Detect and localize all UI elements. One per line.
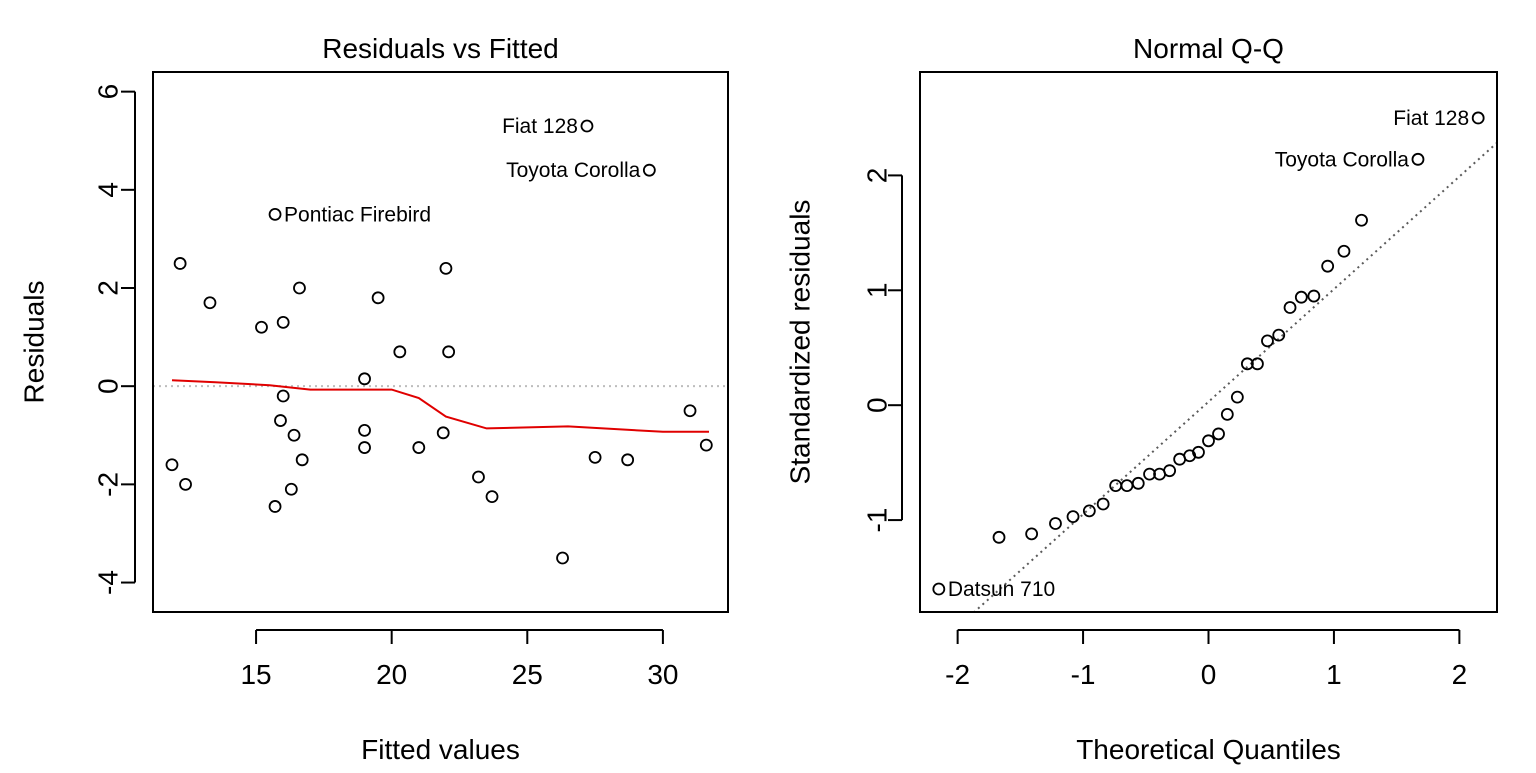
point-annotation: Datsun 710 xyxy=(948,578,1055,601)
x-axis-label: Fitted values xyxy=(361,734,520,765)
data-point xyxy=(165,458,179,472)
point-annotation: Fiat 128 xyxy=(502,115,578,138)
x-tick-label: 25 xyxy=(512,659,543,690)
data-point xyxy=(393,345,407,359)
x-tick-label: -2 xyxy=(945,659,970,690)
y-tick-label: 6 xyxy=(93,84,124,100)
data-point xyxy=(1294,290,1308,304)
data-point xyxy=(1025,527,1039,541)
data-point xyxy=(274,414,287,427)
y-tick-label: -1 xyxy=(862,508,893,533)
x-axis-label: Theoretical Quantiles xyxy=(1076,734,1341,765)
data-point xyxy=(358,372,371,386)
x-tick-label: 2 xyxy=(1452,659,1468,690)
y-tick-label: -2 xyxy=(93,472,124,497)
data-point xyxy=(436,426,450,440)
x-tick-label: 0 xyxy=(1201,659,1217,690)
plot-frame xyxy=(152,71,729,613)
y-tick-label: 2 xyxy=(862,168,893,184)
y-tick-label: 0 xyxy=(93,378,124,394)
point-annotation: Toyota Corolla xyxy=(506,159,641,182)
y-tick-label: 0 xyxy=(862,397,893,413)
data-point xyxy=(173,257,187,270)
data-point xyxy=(1471,111,1485,125)
data-point xyxy=(412,441,426,454)
data-point xyxy=(295,453,309,467)
y-axis-label: Standardized residuals xyxy=(785,200,816,485)
data-point xyxy=(439,261,453,275)
data-point xyxy=(699,438,713,452)
data-point xyxy=(1192,445,1205,459)
data-point xyxy=(442,345,456,359)
chart-title: Normal Q-Q xyxy=(1133,33,1284,64)
y-tick-label: 4 xyxy=(93,182,124,198)
chart-title: Residuals vs Fitted xyxy=(322,33,559,64)
y-axis-label: Residuals xyxy=(19,281,50,404)
x-tick-label: 20 xyxy=(376,659,407,690)
x-tick-label: -1 xyxy=(1071,659,1096,690)
data-point xyxy=(1283,301,1297,314)
x-tick-label: 1 xyxy=(1326,659,1342,690)
data-point xyxy=(1261,334,1274,348)
data-point xyxy=(203,296,217,310)
data-point xyxy=(1212,427,1225,441)
data-point xyxy=(293,281,306,295)
data-point xyxy=(1082,504,1096,518)
data-point xyxy=(287,428,301,442)
data-point xyxy=(1411,152,1425,166)
data-point xyxy=(932,582,946,596)
data-point xyxy=(1337,244,1351,258)
data-point xyxy=(1307,289,1321,303)
data-point xyxy=(268,207,282,221)
data-point xyxy=(276,389,290,403)
data-point xyxy=(1220,407,1234,421)
x-tick-label: 15 xyxy=(240,659,271,690)
smooth-line xyxy=(171,379,709,433)
data-point xyxy=(1272,328,1286,342)
data-point xyxy=(371,291,385,305)
data-point xyxy=(358,423,371,437)
data-point xyxy=(683,404,697,418)
data-point xyxy=(642,163,656,177)
data-point xyxy=(1049,517,1062,530)
y-tick-label: 2 xyxy=(93,280,124,296)
data-point xyxy=(580,119,594,133)
data-point xyxy=(1163,464,1177,478)
data-point xyxy=(588,450,602,464)
data-point xyxy=(179,477,192,491)
data-point xyxy=(1355,213,1368,227)
plot-frame xyxy=(919,71,1498,613)
data-point xyxy=(1131,476,1145,490)
data-point xyxy=(1202,434,1215,448)
data-point xyxy=(472,470,485,484)
data-point xyxy=(1096,497,1110,511)
data-point xyxy=(1321,259,1335,273)
point-annotation: Fiat 128 xyxy=(1393,107,1469,130)
data-point xyxy=(1240,357,1254,371)
data-point xyxy=(1066,510,1080,524)
data-point xyxy=(621,453,635,467)
data-point xyxy=(358,441,371,454)
data-point xyxy=(1251,357,1264,371)
data-point xyxy=(992,530,1006,544)
data-point xyxy=(255,320,268,334)
data-point xyxy=(485,490,499,504)
point-annotation: Toyota Corolla xyxy=(1275,148,1410,171)
data-point xyxy=(284,482,298,496)
data-point xyxy=(1230,390,1244,404)
point-annotation: Pontiac Firebird xyxy=(284,203,431,226)
data-point xyxy=(1143,467,1156,481)
data-point xyxy=(276,315,290,329)
data-point xyxy=(268,500,282,513)
data-point xyxy=(556,551,569,565)
x-tick-label: 30 xyxy=(647,659,678,690)
y-tick-label: 1 xyxy=(862,283,893,299)
y-tick-label: -4 xyxy=(93,570,124,595)
